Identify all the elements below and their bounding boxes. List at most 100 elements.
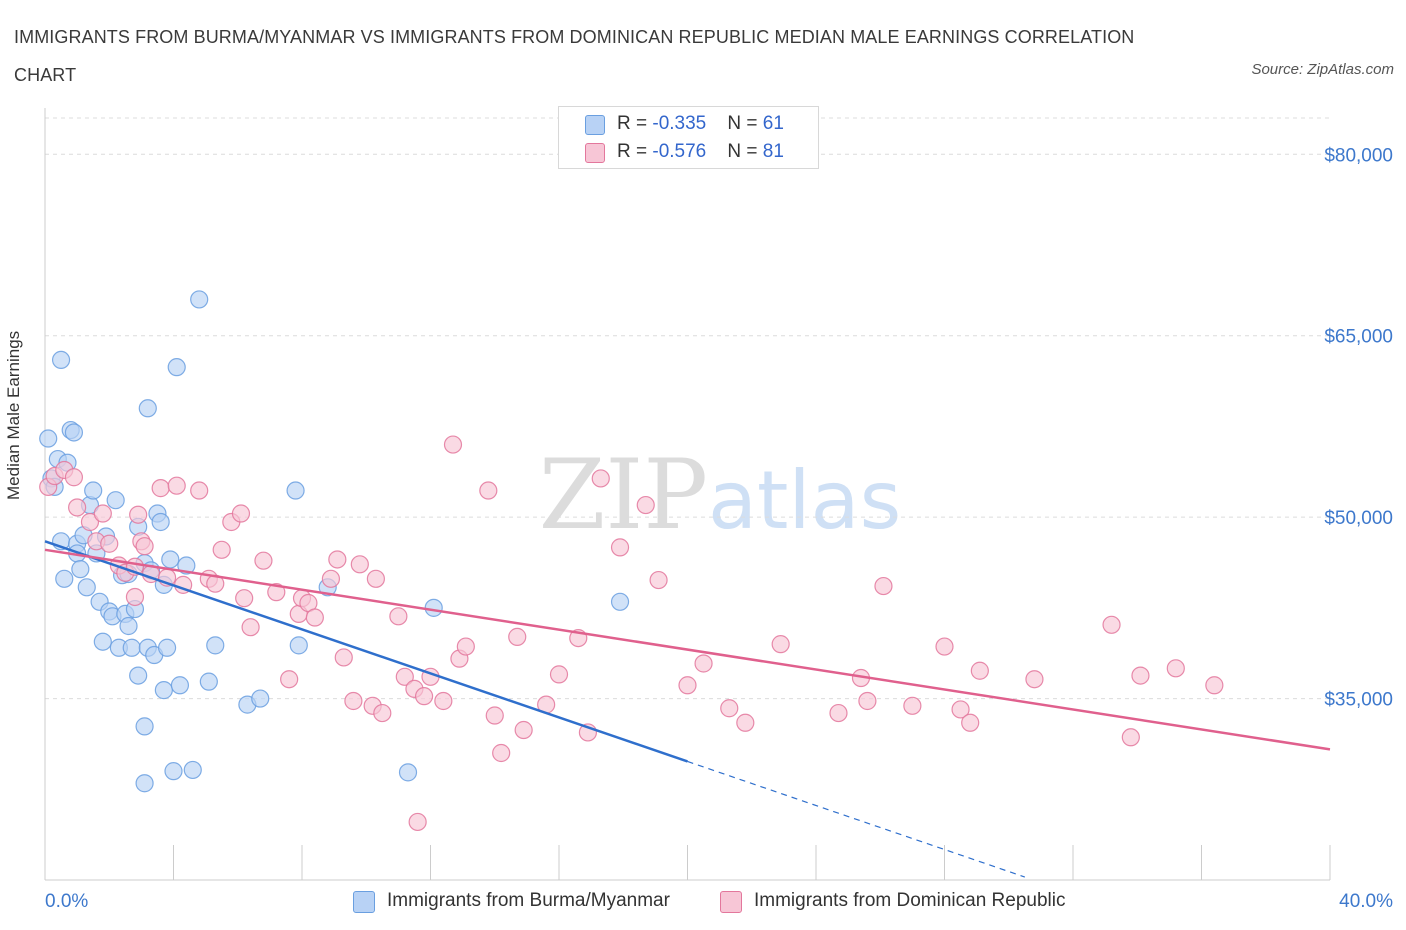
correlation-legend: R = -0.335 N = 61 R = -0.576 N = 81 (558, 106, 819, 169)
legend-swatch-burma (585, 115, 605, 135)
dominican-point (350, 555, 369, 574)
dominican-point (514, 720, 533, 740)
dominican-point (434, 691, 453, 711)
burma-point (39, 429, 58, 448)
legend-n-label: N = (727, 113, 763, 134)
dominican-point (321, 569, 341, 588)
dominican-point (694, 654, 713, 673)
dominican-point (1025, 670, 1044, 689)
dominican-point (443, 435, 463, 454)
burma-point (157, 638, 177, 657)
bottom-legend-label-burma: Immigrants from Burma/Myanmar (387, 890, 670, 911)
dominican-point (254, 551, 273, 570)
dominican-point (771, 635, 790, 654)
dominican-point (636, 495, 655, 515)
burma-point (289, 636, 308, 655)
dominican-point (267, 583, 286, 602)
dominican-point (829, 703, 848, 723)
dominican-point (951, 700, 970, 719)
burma-point (77, 578, 96, 597)
dominican-point (961, 713, 980, 732)
dominican-point (456, 637, 475, 656)
dominican-point (1121, 728, 1140, 747)
burma-point (190, 290, 209, 309)
dominican-point (241, 618, 260, 637)
dominican-point (591, 469, 610, 488)
watermark-atlas: atlas (708, 454, 901, 547)
y-tick-label: $65,000 (1324, 327, 1393, 348)
burma-point (51, 350, 71, 370)
dominican-point (479, 481, 498, 500)
dominican-point (280, 670, 299, 689)
watermark-zip: ZIP (539, 439, 708, 551)
dominican-point (874, 576, 893, 596)
dominican-point (492, 743, 511, 763)
legend-r-label: R = (617, 113, 653, 134)
burma-point (135, 717, 154, 736)
burma-point (138, 399, 157, 418)
legend-r-value: -0.576 (652, 141, 707, 162)
dominican-point (508, 627, 527, 646)
dominican-point (1102, 615, 1121, 634)
dominican-point (858, 691, 877, 711)
dominican-point (549, 665, 569, 684)
dominican-point (235, 589, 254, 608)
legend-text-burma: R = -0.335 N = 61 (617, 113, 784, 135)
dominican-point (100, 534, 119, 553)
burma-point (129, 666, 148, 685)
dominican-point (408, 812, 427, 832)
dominican-trend-line (44, 548, 1331, 751)
legend-n-label: N = (727, 141, 763, 162)
burma-point (610, 592, 630, 611)
dominican-point (736, 713, 755, 732)
source-label: Source: ZipAtlas.com (1251, 61, 1394, 78)
burma-point (84, 481, 103, 500)
burma-point (71, 560, 90, 579)
legend-n-value: 81 (762, 141, 784, 162)
dominican-point (305, 608, 324, 627)
chart-title: IMMIGRANTS FROM BURMA/MYANMAR VS IMMIGRA… (14, 27, 1135, 85)
bottom-legend-swatch-dominican (720, 891, 742, 913)
dominican-point (649, 570, 668, 590)
dominican-point (231, 504, 251, 523)
burma-point (286, 481, 305, 500)
burma-point (424, 598, 443, 617)
dominican-point (80, 512, 100, 532)
burma-point (106, 491, 125, 510)
dominican-point (328, 550, 347, 569)
burma-trend-line (44, 540, 688, 763)
dominican-point (151, 479, 170, 498)
dominican-point (167, 476, 186, 495)
dominican-point (395, 667, 414, 686)
dominican-point (366, 569, 385, 588)
dominican-point (389, 607, 408, 626)
burma-point (119, 616, 138, 636)
x-tick-label-max: 40.0% (1339, 891, 1393, 912)
dominican-point (610, 538, 630, 557)
dominican-point (903, 696, 922, 715)
dominican-point (1205, 676, 1224, 695)
dominican-point (64, 468, 84, 487)
burma-point (164, 762, 183, 781)
dominican-point (373, 703, 392, 723)
bottom-legend-label-dominican: Immigrants from Dominican Republic (754, 890, 1066, 911)
dominican-point (1131, 666, 1150, 685)
dominican-point (190, 481, 209, 500)
y-tick-label: $50,000 (1324, 508, 1393, 529)
dominican-point (414, 687, 434, 706)
dominican-point (125, 587, 145, 607)
burma-point (55, 569, 74, 588)
y-axis-label: Median Male Earnings (4, 330, 23, 500)
dominican-point (212, 540, 231, 559)
legend-n-value: 61 (762, 113, 784, 134)
dominican-point (1166, 659, 1185, 678)
burma-point (93, 632, 112, 651)
dominican-point (93, 504, 112, 523)
legend-r-value: -0.335 (652, 113, 707, 134)
burma-point (122, 638, 141, 657)
legend-text-dominican: R = -0.576 N = 81 (617, 141, 784, 163)
dominican-point (344, 691, 363, 711)
burma-point (167, 358, 186, 377)
y-tick-label: $80,000 (1324, 145, 1393, 166)
